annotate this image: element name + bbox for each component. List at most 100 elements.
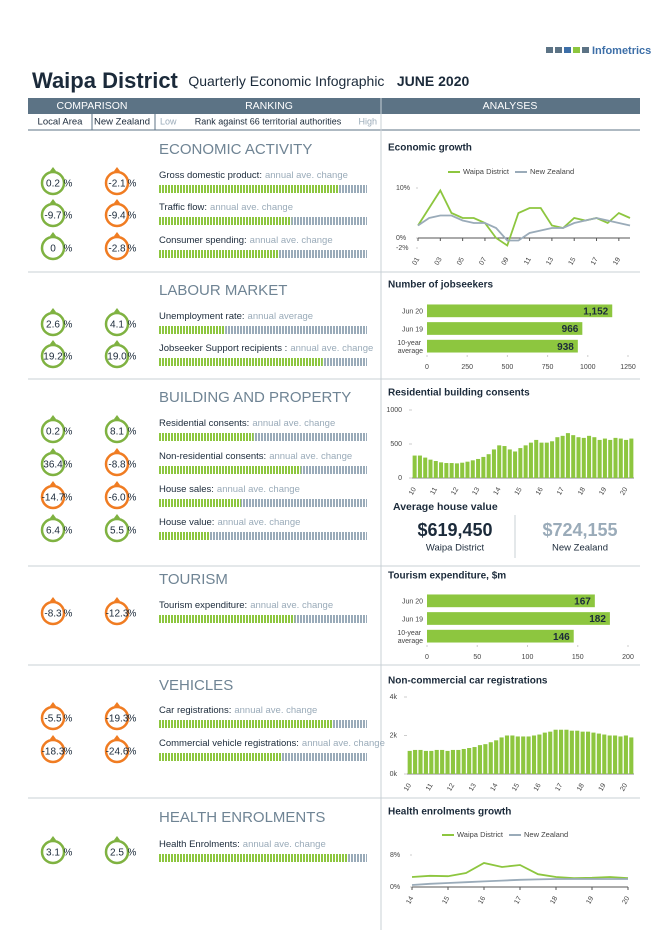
indicator-arrow — [114, 448, 120, 452]
indicator-arrow — [114, 702, 120, 706]
indicator-name: Gross domestic product: — [159, 170, 262, 181]
period: JUNE 2020 — [397, 73, 470, 89]
indicator-ring — [104, 343, 130, 369]
x-tick-label: 15 — [568, 256, 578, 266]
rank-bar — [159, 217, 292, 225]
x-tick-label: 15 — [511, 782, 521, 792]
indicator-arrow — [50, 199, 56, 203]
x-tick-label: 17 — [556, 486, 566, 496]
category-part: average — [398, 638, 423, 645]
bar — [427, 339, 578, 353]
indicator-value: 0.2 — [46, 427, 60, 438]
series-line — [411, 878, 628, 886]
percent-sign: % — [128, 526, 137, 537]
bar — [564, 729, 569, 774]
rank-track — [225, 326, 367, 334]
bar — [494, 740, 499, 774]
indicator-arrow — [50, 415, 56, 419]
house-value-title: Average house value — [393, 501, 498, 513]
percent-sign: % — [128, 211, 137, 222]
percent-sign: % — [64, 460, 73, 471]
rank-bar — [159, 720, 333, 728]
title: Waipa District — [32, 68, 179, 93]
indicator-name: Residential consents: — [159, 418, 249, 429]
bar — [486, 454, 491, 478]
indicator-arrow — [50, 232, 56, 236]
bar — [618, 736, 623, 774]
indicator-name: Car registrations: — [159, 705, 231, 716]
x-tick-label: 1000 — [580, 364, 596, 371]
rank-bar — [159, 358, 323, 366]
indicator-ring — [40, 343, 66, 369]
indicator-ring — [40, 517, 66, 543]
x-tick-label: 05 — [456, 256, 466, 266]
indicator-label: Traffic flow: annual ave. change — [159, 202, 293, 213]
bar — [548, 731, 553, 774]
bar — [560, 435, 565, 478]
bar — [427, 304, 613, 318]
indicator-value: 4.1 — [110, 320, 124, 331]
x-tick-label: 0 — [425, 364, 429, 371]
x-tick-label: 18 — [577, 486, 587, 496]
x-tick-label: 50 — [473, 654, 481, 661]
percent-sign: % — [64, 747, 73, 758]
indicator-ring — [40, 451, 66, 477]
bar — [450, 749, 455, 774]
house-value-label: Waipa District — [426, 543, 485, 554]
indicator-ring — [104, 235, 130, 261]
indicator-label: Jobseeker Support recipients : annual ave… — [159, 343, 373, 354]
bar — [461, 748, 466, 774]
bar — [587, 435, 592, 478]
category-part: average — [398, 348, 423, 355]
bar — [460, 462, 465, 478]
indicator-arrow — [50, 167, 56, 171]
y-tick-label: 2k — [390, 732, 398, 739]
bar — [427, 612, 610, 625]
percent-sign: % — [128, 179, 137, 190]
percent-sign: % — [64, 609, 73, 620]
rank-bar — [159, 326, 226, 334]
indicator-value: -19.3 — [106, 714, 129, 725]
indicator-ring — [40, 170, 66, 196]
indicator-name: Consumer spending: — [159, 235, 247, 246]
bar — [449, 463, 454, 478]
indicator-ring — [104, 705, 130, 731]
bar — [531, 735, 537, 774]
bar — [553, 729, 558, 774]
rank-bar — [159, 615, 295, 623]
indicator-note: annual ave. change — [210, 202, 293, 213]
indicator-ring — [40, 311, 66, 337]
indicator-note: annual ave. change — [217, 517, 300, 528]
x-tick-label: 500 — [502, 364, 514, 371]
x-tick-label: 200 — [622, 654, 634, 661]
bar — [472, 747, 477, 774]
indicator-value: 19.0 — [107, 352, 127, 363]
indicator-value: 5.5 — [110, 526, 124, 537]
indicator-ring — [40, 600, 66, 626]
house-value: $724,155 — [542, 520, 617, 540]
bar — [565, 433, 570, 478]
bar — [596, 733, 601, 774]
x-tick-label: 13 — [468, 782, 478, 792]
section-title: TOURISM — [159, 571, 228, 588]
indicator-value: -2.1 — [108, 179, 126, 190]
x-tick-label: 16 — [477, 895, 487, 905]
house-value-label: New Zealand — [552, 543, 608, 554]
indicator-note: annual ave. change — [250, 600, 333, 611]
x-tick-label: 15 — [441, 895, 451, 905]
indicator-arrow — [50, 340, 56, 344]
bar — [444, 463, 449, 478]
indicator-note: annual ave. change — [269, 451, 352, 462]
bar — [439, 462, 444, 478]
indicator-note: annual ave. change — [234, 705, 317, 716]
rank-track — [300, 466, 367, 474]
bar — [513, 451, 518, 478]
bar — [576, 437, 581, 478]
value-label: 966 — [562, 324, 579, 335]
bar — [507, 449, 512, 478]
logo: Infometrics — [546, 45, 651, 57]
bar — [470, 460, 475, 478]
x-tick-label: 14 — [490, 782, 500, 792]
chart-title: Economic growth — [388, 143, 472, 154]
